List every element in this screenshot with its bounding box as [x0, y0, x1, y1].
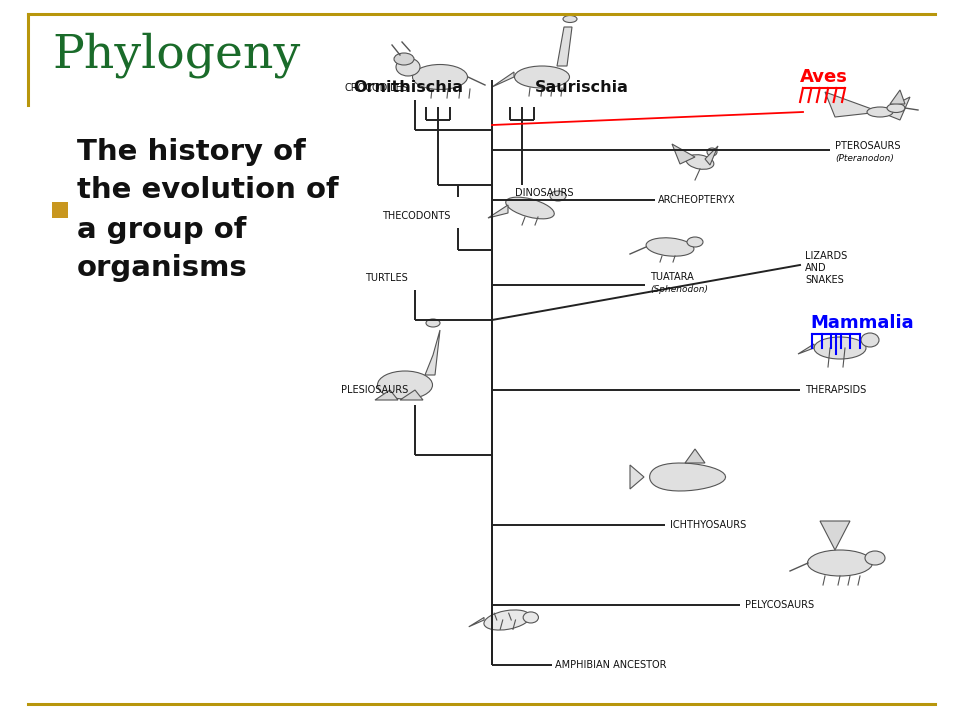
Text: The history of
the evolution of
a group of
organisms: The history of the evolution of a group …	[77, 138, 339, 282]
Polygon shape	[650, 463, 726, 491]
Ellipse shape	[861, 333, 879, 347]
Text: CROCODILES: CROCODILES	[344, 83, 408, 93]
Ellipse shape	[707, 148, 717, 156]
Text: DINOSAURS: DINOSAURS	[515, 188, 573, 198]
Polygon shape	[375, 390, 398, 400]
Ellipse shape	[413, 65, 468, 89]
Ellipse shape	[515, 66, 569, 88]
Polygon shape	[890, 90, 905, 104]
Text: (Sphenodon): (Sphenodon)	[650, 286, 708, 294]
Text: LIZARDS
AND
SNAKES: LIZARDS AND SNAKES	[805, 251, 848, 284]
Ellipse shape	[646, 238, 694, 256]
Ellipse shape	[506, 197, 554, 219]
Polygon shape	[825, 92, 880, 117]
Polygon shape	[798, 344, 814, 354]
Text: Mammalia: Mammalia	[810, 314, 914, 332]
Polygon shape	[492, 72, 514, 87]
Text: THERAPSIDS: THERAPSIDS	[805, 385, 866, 395]
Text: PTEROSAURS: PTEROSAURS	[835, 141, 900, 151]
Ellipse shape	[377, 371, 433, 399]
Text: TURTLES: TURTLES	[365, 273, 408, 283]
Ellipse shape	[426, 319, 440, 327]
Text: AMPHIBIAN ANCESTOR: AMPHIBIAN ANCESTOR	[555, 660, 666, 670]
Ellipse shape	[523, 612, 539, 623]
Polygon shape	[425, 330, 440, 375]
Polygon shape	[488, 205, 508, 218]
Ellipse shape	[550, 191, 566, 201]
Polygon shape	[630, 465, 644, 489]
Polygon shape	[685, 449, 705, 463]
Text: ARCHEOPTERYX: ARCHEOPTERYX	[658, 195, 735, 205]
Bar	[52, 202, 68, 218]
Ellipse shape	[396, 58, 420, 76]
Polygon shape	[557, 27, 572, 66]
Text: TUATARA: TUATARA	[650, 272, 694, 282]
Text: ICHTHYOSAURS: ICHTHYOSAURS	[670, 520, 746, 530]
Ellipse shape	[394, 53, 414, 65]
Text: (Pteranodon): (Pteranodon)	[835, 153, 894, 163]
Text: Saurischia: Saurischia	[535, 80, 629, 95]
Polygon shape	[400, 390, 423, 400]
Ellipse shape	[563, 16, 577, 22]
Ellipse shape	[814, 337, 866, 359]
Text: Aves: Aves	[800, 68, 848, 86]
Polygon shape	[468, 618, 484, 627]
Text: THECODONTS: THECODONTS	[382, 211, 450, 221]
Ellipse shape	[865, 551, 885, 565]
Polygon shape	[880, 97, 910, 120]
Ellipse shape	[887, 104, 905, 112]
Polygon shape	[705, 146, 718, 165]
Text: PELYCOSAURS: PELYCOSAURS	[745, 600, 814, 610]
Text: Phylogeny: Phylogeny	[52, 32, 300, 78]
Ellipse shape	[867, 107, 893, 117]
Ellipse shape	[687, 237, 703, 247]
Ellipse shape	[686, 155, 714, 169]
Text: PLESIOSAURS: PLESIOSAURS	[341, 385, 408, 395]
Polygon shape	[672, 144, 695, 164]
Ellipse shape	[807, 550, 873, 576]
Text: Ornithischia: Ornithischia	[353, 80, 463, 95]
Ellipse shape	[484, 610, 530, 630]
Polygon shape	[820, 521, 850, 550]
